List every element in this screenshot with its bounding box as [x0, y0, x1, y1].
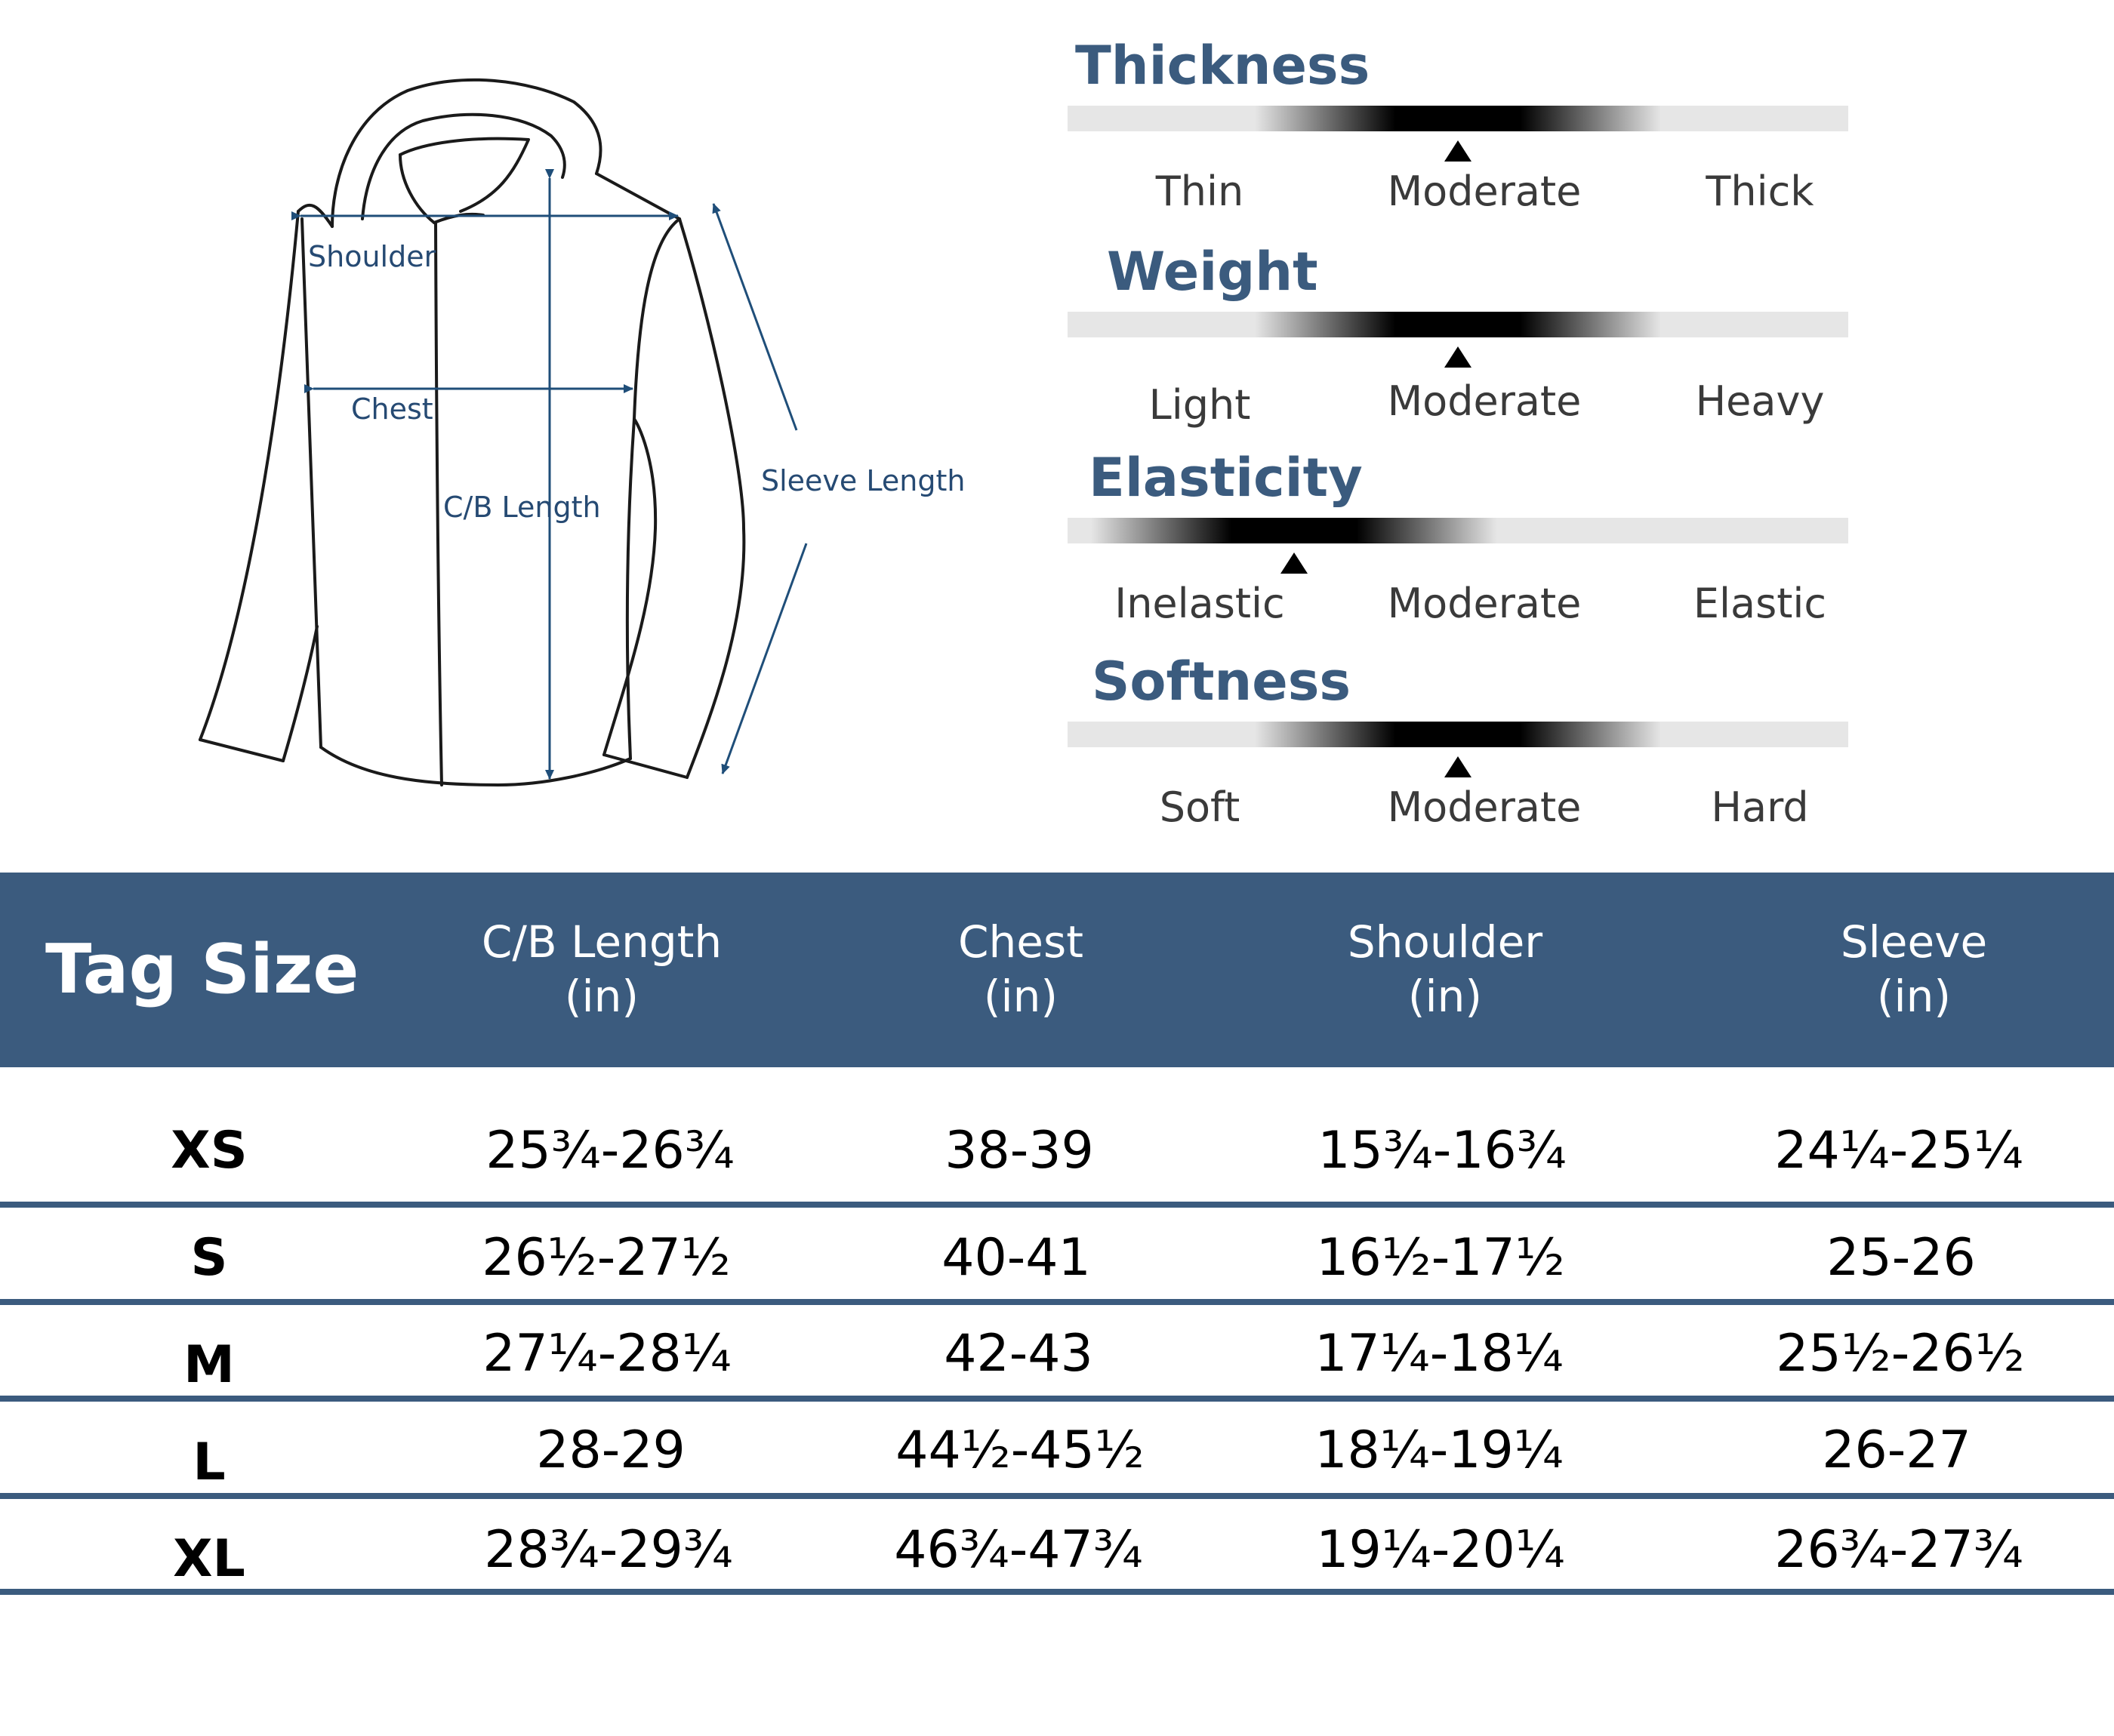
size-cell: S	[190, 1228, 228, 1288]
scale-label-high: Hard	[1711, 783, 1809, 831]
attribute-title: Weight	[1107, 241, 1318, 303]
scale-label-mid: Moderate	[1387, 168, 1582, 215]
level-marker-icon	[1444, 756, 1471, 777]
cb-length-cell: 28-29	[536, 1421, 686, 1480]
shoulder-cell: 19¼-20¼	[1316, 1520, 1565, 1580]
attribute-weight: Weight Light Moderate Heavy	[1068, 245, 1848, 449]
sleeve-length-label: Sleeve Length	[761, 464, 966, 497]
scale-label-high: Heavy	[1695, 377, 1825, 425]
size-table-header: Tag Size C/B Length (in) Chest (in) Shou…	[0, 873, 2114, 1067]
sleeve-cell: 25-26	[1826, 1228, 1976, 1288]
column-name: Chest	[958, 916, 1083, 968]
column-name: C/B Length	[481, 916, 723, 968]
sleeve-cell: 26¾-27¾	[1774, 1520, 2023, 1580]
scale-label-high: Thick	[1706, 168, 1814, 215]
attribute-title: Elasticity	[1089, 447, 1363, 509]
column-unit: (in)	[564, 971, 639, 1022]
sleeve-cell: 26-27	[1822, 1421, 1971, 1480]
column-unit: (in)	[983, 971, 1059, 1022]
chest-cell: 46¾-47¾	[894, 1520, 1143, 1580]
cb-length-label: C/B Length	[443, 491, 601, 524]
jacket-outline-icon	[199, 78, 808, 786]
scale-label-mid: Moderate	[1387, 783, 1582, 831]
column-header-chest: Chest (in)	[824, 915, 1217, 1023]
shoulder-label: Shoulder	[308, 240, 436, 273]
shoulder-cell: 17¼-18¼	[1314, 1324, 1564, 1384]
shoulder-cell: 18¼-19¼	[1314, 1421, 1564, 1480]
scale-label-low: Thin	[1155, 168, 1244, 215]
scale-label-low: Soft	[1159, 783, 1240, 831]
scale-label-mid: Moderate	[1387, 580, 1582, 627]
size-cell: XS	[171, 1121, 248, 1180]
attribute-thickness: Thickness Thin Moderate Thick	[1068, 39, 1848, 243]
chest-cell: 44½-45½	[895, 1421, 1145, 1480]
shoulder-cell: 16½-17½	[1316, 1228, 1565, 1288]
chest-cell: 40-41	[941, 1228, 1091, 1288]
tag-size-header: Tag Size	[45, 930, 359, 1009]
scale-label-low: Inelastic	[1114, 580, 1285, 627]
column-unit: (in)	[1407, 971, 1483, 1022]
level-marker-icon	[1280, 553, 1308, 574]
column-name: Shoulder	[1347, 916, 1543, 968]
column-header-shoulder: Shoulder (in)	[1249, 915, 1641, 1023]
size-cell: XL	[173, 1529, 245, 1589]
attribute-elasticity: Elasticity Inelastic Moderate Elastic	[1068, 451, 1848, 655]
jacket-diagram: Shoulder Chest C/B Length Sleeve Length	[0, 0, 1042, 845]
chest-cell: 42-43	[944, 1324, 1093, 1384]
shoulder-cell: 15¾-16¾	[1317, 1121, 1567, 1180]
column-name: Sleeve	[1840, 916, 1988, 968]
column-unit: (in)	[1876, 971, 1952, 1022]
sleeve-cell: 25½-26½	[1776, 1324, 2025, 1384]
attribute-title: Thickness	[1075, 35, 1370, 97]
scale-label-low: Light	[1148, 381, 1251, 429]
attribute-scale-bar	[1068, 518, 1848, 543]
attribute-softness: Softness Soft Moderate Hard	[1068, 655, 1848, 859]
cb-length-cell: 25¾-26¾	[485, 1121, 735, 1180]
row-divider	[0, 1299, 2114, 1305]
attribute-scale-bar	[1068, 722, 1848, 747]
scale-label-high: Elastic	[1693, 580, 1827, 627]
column-header-cb-length: C/B Length (in)	[405, 915, 798, 1023]
level-marker-icon	[1444, 140, 1471, 162]
chest-cell: 38-39	[945, 1121, 1094, 1180]
row-divider	[0, 1396, 2114, 1402]
row-divider	[0, 1202, 2114, 1208]
row-divider	[0, 1493, 2114, 1499]
size-cell: L	[193, 1433, 226, 1492]
scale-label-mid: Moderate	[1387, 377, 1582, 425]
level-marker-icon	[1444, 346, 1471, 368]
cb-length-cell: 28¾-29¾	[484, 1520, 733, 1580]
attribute-scale-bar	[1068, 312, 1848, 337]
chest-label: Chest	[351, 392, 433, 426]
sleeve-cell: 24¼-25¼	[1774, 1121, 2023, 1180]
attribute-scale-bar	[1068, 106, 1848, 131]
cb-length-cell: 26½-27½	[482, 1228, 731, 1288]
row-divider	[0, 1589, 2114, 1595]
column-header-sleeve: Sleeve (in)	[1718, 915, 2110, 1023]
attribute-title: Softness	[1092, 651, 1351, 713]
cb-length-cell: 27¼-28¼	[482, 1324, 732, 1384]
size-cell: M	[183, 1335, 235, 1395]
